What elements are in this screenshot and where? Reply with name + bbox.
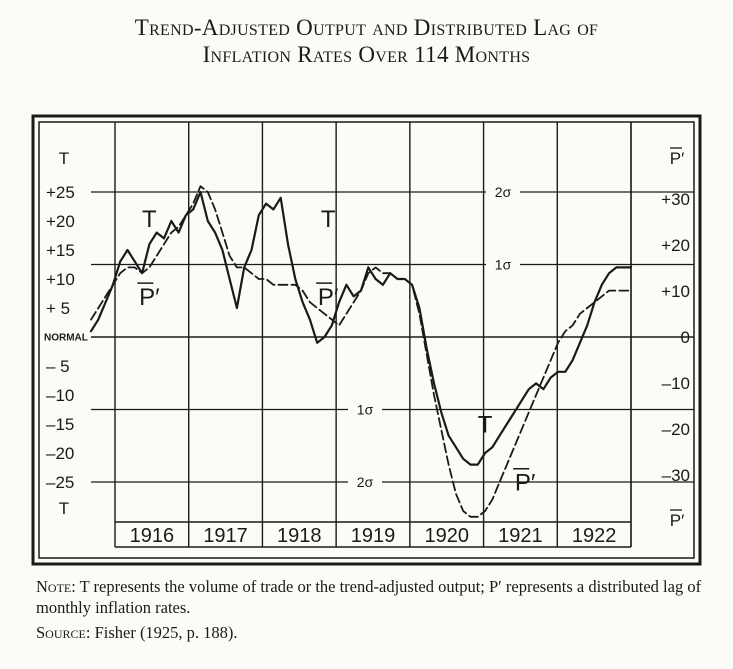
right-tick-label: +30 <box>661 190 690 209</box>
year-labels: 1916 1917 1918 1919 1920 1921 1922 <box>130 525 617 547</box>
series-label-T: T <box>321 206 336 233</box>
right-tick-label: –30 <box>662 466 690 485</box>
source: Source: Fisher (1925, p. 188). <box>36 622 726 643</box>
note-label: Note: <box>36 577 76 596</box>
left-tick-label: + 5 <box>46 299 70 318</box>
svg-text:P′: P′ <box>670 149 685 168</box>
svg-text:T: T <box>478 412 493 439</box>
left-tick-label: –15 <box>46 415 74 434</box>
sigma-label: 1σ <box>495 257 512 273</box>
left-axis-symbol: T <box>59 149 69 168</box>
series-labels: T T T P′ P′ P′ <box>137 206 536 497</box>
right-axis-bottom-symbol: P′ <box>670 509 685 530</box>
series-line-P-prime <box>90 185 632 518</box>
note: Note: T represents the volume of trade o… <box>36 576 726 618</box>
svg-text:P′: P′ <box>139 284 160 311</box>
outer-frame <box>31 114 702 566</box>
chart-title-line-1: Trend-Adjusted Output and Distributed La… <box>134 15 599 40</box>
year-label-1920: 1920 <box>424 525 469 547</box>
left-tick-label: –10 <box>46 386 74 405</box>
series-lines <box>89 185 633 518</box>
left-tick-label: +10 <box>46 270 75 289</box>
year-label-1916: 1916 <box>130 525 175 547</box>
right-tick-label: –20 <box>662 420 690 439</box>
series-label-P-prime: P′ <box>137 282 160 311</box>
left-tick-label: +25 <box>46 183 75 202</box>
left-tick-label: –25 <box>46 473 74 492</box>
series-label-T: T <box>142 206 157 233</box>
right-axis-symbol: P′ <box>670 147 685 168</box>
year-label-1922: 1922 <box>572 525 617 547</box>
normal-label: NORMAL <box>44 333 88 344</box>
chart-title-line-2: Inflation Rates Over 114 Months <box>202 42 531 67</box>
sigma-label: 1σ <box>357 402 374 418</box>
year-label-1917: 1917 <box>203 525 248 547</box>
sigma-label: 2σ <box>495 184 512 200</box>
left-tick-label: +20 <box>46 212 75 231</box>
year-label-1921: 1921 <box>498 525 543 547</box>
sigma-label: 2σ <box>357 474 374 490</box>
source-text: Fisher (1925, p. 188). <box>94 623 238 642</box>
svg-text:P′: P′ <box>515 470 536 497</box>
axis-ticks: T +25 +20 +15 +10 + 5 NORMAL – 5 –10 –15 –20 –25 T P′… <box>44 147 690 530</box>
left-tick-label: –20 <box>46 444 74 463</box>
left-axis-bottom-symbol: T <box>59 499 69 518</box>
series-label-P-prime: P′ <box>316 282 339 311</box>
left-tick-label: +15 <box>46 241 75 260</box>
source-label: Source: <box>36 623 91 642</box>
right-tick-label: +10 <box>661 282 690 301</box>
svg-text:T: T <box>321 206 336 233</box>
year-label-1919: 1919 <box>351 525 396 547</box>
series-label-T: T <box>478 412 493 439</box>
inner-frame <box>38 121 695 559</box>
right-tick-label: +20 <box>661 236 690 255</box>
svg-text:T: T <box>142 206 157 233</box>
right-tick-label: –10 <box>662 374 690 393</box>
grid: 2σ 1σ 1σ 2σ <box>91 122 694 548</box>
svg-text:P′: P′ <box>318 284 339 311</box>
left-tick-label: – 5 <box>46 357 70 376</box>
svg-text:P′: P′ <box>670 511 685 530</box>
note-text: T represents the volume of trade or the … <box>36 577 702 617</box>
year-label-1918: 1918 <box>277 525 322 547</box>
series-label-P-prime: P′ <box>513 467 536 497</box>
right-tick-label: 0 <box>681 328 690 347</box>
